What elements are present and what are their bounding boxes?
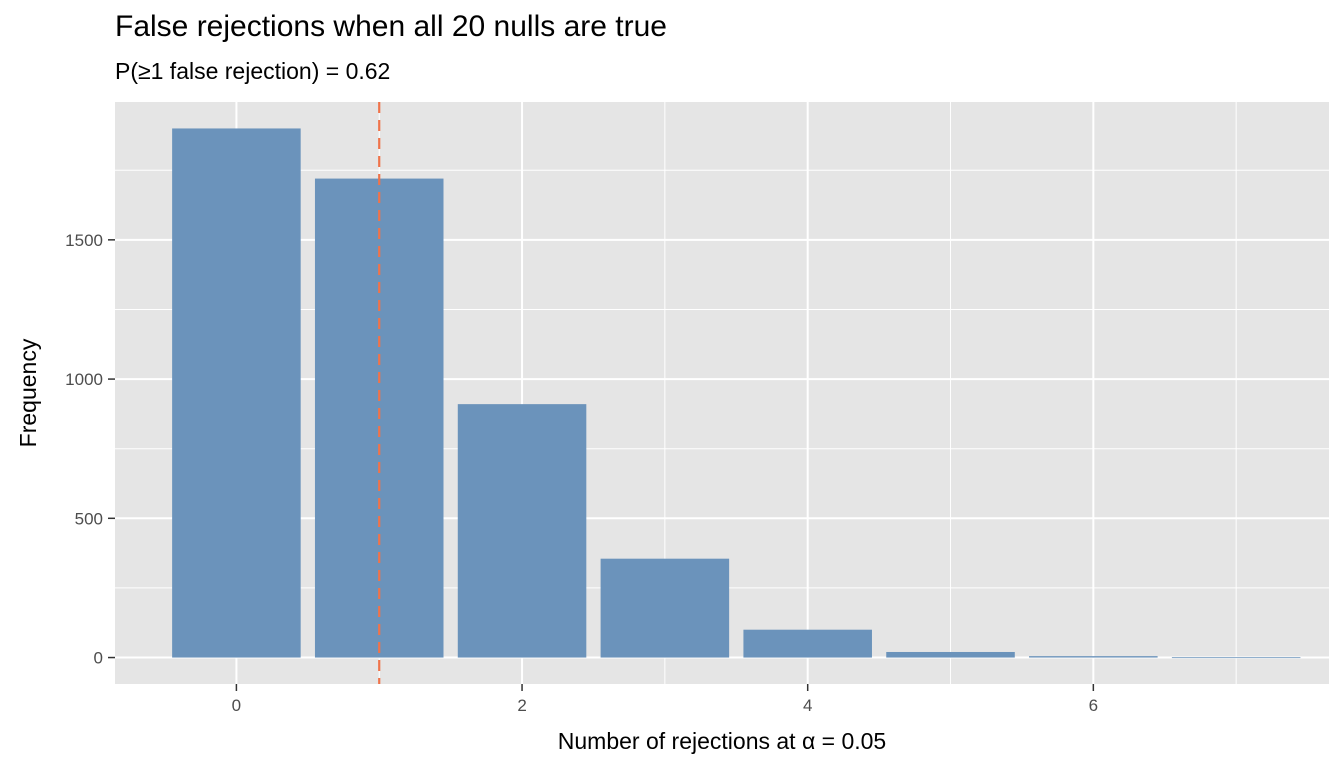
y-tick-label: 500 (75, 509, 103, 528)
bar-6 (1029, 656, 1158, 658)
chart-subtitle: P(≥1 false rejection) = 0.62 (115, 58, 391, 84)
x-tick-label: 0 (232, 696, 241, 715)
bar-3 (600, 558, 730, 658)
bar-7 (1171, 657, 1301, 659)
x-axis: 0 2 4 6 (232, 684, 1098, 715)
x-tick-label: 2 (517, 696, 526, 715)
bar-2 (457, 404, 587, 658)
bar-5 (886, 651, 1015, 658)
y-tick-label: 1500 (65, 231, 103, 250)
chart-title: False rejections when all 20 nulls are t… (115, 10, 667, 43)
x-tick-label: 4 (803, 696, 812, 715)
y-axis: 0 500 1000 1500 (65, 231, 115, 668)
x-tick-label: 6 (1089, 696, 1098, 715)
y-tick-label: 0 (94, 649, 103, 668)
bar-4 (743, 629, 872, 658)
y-axis-title: Frequency (15, 338, 41, 447)
bar-0 (172, 128, 301, 658)
x-axis-title: Number of rejections at α = 0.05 (558, 728, 886, 754)
y-tick-label: 1000 (65, 370, 103, 389)
